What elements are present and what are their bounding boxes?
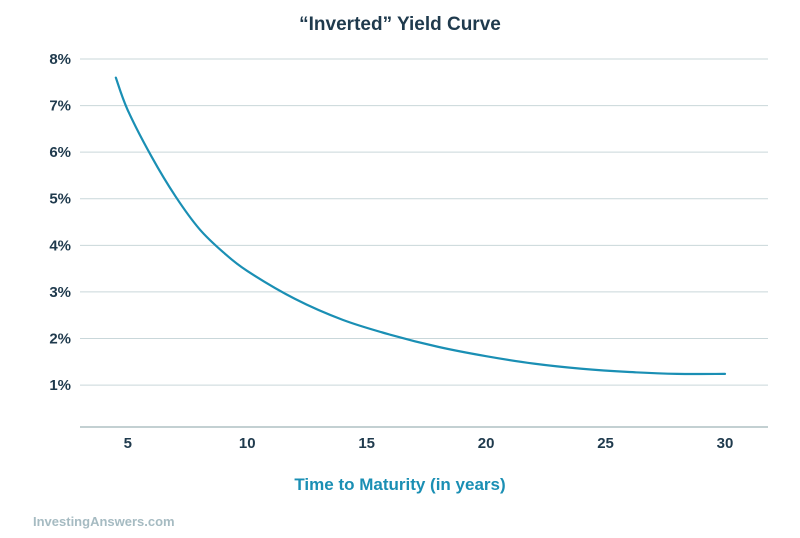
y-axis-ticks: 1% 2% 3% 4% 5% 6% 7% 8% xyxy=(49,51,71,394)
y-tick-label: 7% xyxy=(49,98,71,115)
x-tick-label: 20 xyxy=(478,435,495,452)
x-tick-label: 30 xyxy=(717,435,734,452)
y-tick-label: 8% xyxy=(49,51,71,68)
x-tick-label: 15 xyxy=(358,435,375,452)
x-tick-label: 10 xyxy=(239,435,256,452)
x-tick-label: 5 xyxy=(124,435,132,452)
chart-title: “Inverted” Yield Curve xyxy=(299,14,501,35)
y-tick-label: 5% xyxy=(49,191,71,208)
y-tick-label: 1% xyxy=(49,377,71,394)
y-tick-label: 4% xyxy=(49,237,71,254)
y-tick-label: 3% xyxy=(49,284,71,301)
x-tick-label: 25 xyxy=(597,435,614,452)
yield-curve-line xyxy=(114,76,727,376)
x-axis-ticks: 5 10 15 20 25 30 xyxy=(124,435,734,452)
grid-lines xyxy=(80,58,768,386)
y-tick-label: 6% xyxy=(49,144,71,161)
source-credit: InvestingAnswers.com xyxy=(33,514,175,529)
series-layer xyxy=(114,76,727,376)
x-axis-label: Time to Maturity (in years) xyxy=(294,475,505,494)
y-tick-label: 2% xyxy=(49,330,71,347)
